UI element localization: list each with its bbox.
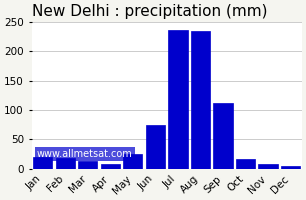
Bar bbox=[191, 31, 210, 169]
Bar bbox=[101, 164, 120, 169]
Bar bbox=[33, 157, 52, 169]
Bar bbox=[146, 125, 165, 169]
Bar bbox=[281, 166, 300, 169]
Bar bbox=[236, 159, 255, 169]
Bar bbox=[56, 158, 75, 169]
Text: www.allmetsat.com: www.allmetsat.com bbox=[37, 149, 133, 159]
Bar bbox=[123, 154, 143, 169]
Bar bbox=[259, 164, 278, 169]
Text: New Delhi : precipitation (mm): New Delhi : precipitation (mm) bbox=[32, 4, 267, 19]
Bar bbox=[168, 30, 188, 169]
Bar bbox=[78, 161, 97, 169]
Bar bbox=[213, 103, 233, 169]
